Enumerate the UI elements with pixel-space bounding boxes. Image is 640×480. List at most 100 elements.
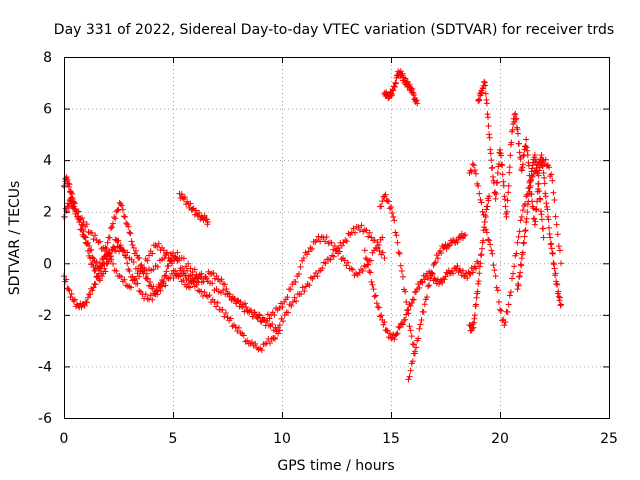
- data-point: [198, 279, 205, 286]
- data-point: [386, 330, 393, 337]
- data-point: [519, 164, 526, 171]
- data-point: [507, 288, 514, 295]
- data-point: [343, 238, 350, 245]
- y-tick-label: 0: [43, 256, 52, 272]
- data-point: [149, 296, 156, 303]
- data-point: [289, 298, 296, 305]
- data-point: [254, 315, 261, 322]
- data-point: [523, 136, 530, 143]
- data-point: [486, 237, 493, 244]
- data-point: [244, 337, 251, 344]
- data-point: [558, 301, 565, 308]
- data-point: [388, 90, 394, 97]
- data-point: [483, 100, 490, 107]
- data-point: [371, 293, 378, 300]
- data-point: [486, 134, 493, 141]
- data-point: [487, 241, 494, 248]
- data-point: [416, 284, 423, 291]
- data-point: [470, 324, 477, 331]
- data-point: [110, 260, 117, 267]
- data-point: [98, 263, 105, 270]
- data-point: [186, 284, 193, 291]
- data-point: [90, 236, 97, 243]
- x-tick-label: 15: [382, 431, 400, 447]
- data-point: [501, 322, 508, 329]
- data-point: [497, 306, 503, 313]
- data-point: [438, 249, 445, 256]
- data-point: [222, 309, 229, 316]
- data-point: [96, 277, 103, 284]
- data-point: [487, 146, 494, 153]
- series-h: [377, 191, 418, 357]
- data-point: [534, 198, 541, 205]
- data-point: [313, 237, 320, 244]
- data-point: [514, 239, 521, 246]
- data-point: [440, 244, 447, 251]
- data-point: [519, 249, 526, 256]
- data-point: [548, 240, 555, 247]
- data-point: [548, 245, 555, 252]
- data-point: [553, 278, 560, 285]
- data-point: [546, 230, 553, 237]
- data-point: [554, 281, 561, 288]
- data-point: [292, 278, 299, 285]
- data-point: [264, 318, 271, 325]
- data-point: [494, 179, 501, 186]
- data-point: [284, 294, 291, 301]
- data-point: [91, 268, 98, 275]
- data-point: [315, 233, 322, 240]
- data-point: [125, 223, 132, 230]
- data-point: [92, 232, 99, 239]
- data-point: [164, 249, 171, 256]
- data-point: [532, 206, 539, 213]
- x-tick-label: 25: [600, 431, 618, 447]
- data-point: [221, 281, 228, 288]
- data-point: [402, 288, 409, 295]
- data-point: [495, 163, 502, 170]
- data-point: [105, 249, 112, 256]
- data-point: [134, 270, 141, 277]
- data-point: [123, 220, 130, 227]
- data-point: [390, 213, 397, 220]
- data-point: [441, 276, 448, 283]
- data-point: [78, 304, 85, 311]
- data-point: [219, 306, 226, 313]
- data-point: [385, 198, 392, 205]
- data-point: [528, 168, 535, 175]
- data-point: [550, 189, 557, 196]
- data-point: [484, 111, 491, 118]
- data-point: [79, 222, 86, 229]
- y-tick-labels: -6 -4 -2 0 2 4 6 8: [38, 50, 52, 427]
- data-point: [160, 278, 167, 285]
- data-point: [382, 191, 389, 198]
- data-point: [146, 252, 153, 259]
- data-point: [505, 189, 512, 196]
- data-point: [368, 278, 375, 285]
- data-point: [66, 181, 73, 188]
- data-point: [421, 301, 428, 308]
- data-point: [499, 171, 506, 178]
- data-point: [556, 297, 563, 304]
- data-point: [108, 256, 115, 263]
- data-point: [82, 234, 89, 241]
- data-point: [94, 264, 101, 271]
- data-point: [480, 227, 487, 234]
- data-point: [529, 162, 536, 169]
- data-point: [546, 224, 553, 231]
- data-point: [485, 197, 492, 204]
- data-point: [410, 296, 417, 303]
- data-point: [522, 228, 529, 235]
- data-point: [178, 191, 185, 198]
- data-point: [514, 130, 521, 137]
- data-point: [377, 313, 384, 320]
- data-point: [445, 242, 452, 249]
- data-point: [394, 239, 401, 246]
- data-point: [149, 250, 156, 257]
- data-point: [306, 282, 313, 289]
- data-point: [269, 321, 276, 328]
- data-point: [305, 248, 312, 255]
- data-point: [349, 266, 356, 273]
- data-point: [493, 284, 500, 291]
- data-point: [540, 234, 547, 241]
- data-point: [434, 255, 441, 262]
